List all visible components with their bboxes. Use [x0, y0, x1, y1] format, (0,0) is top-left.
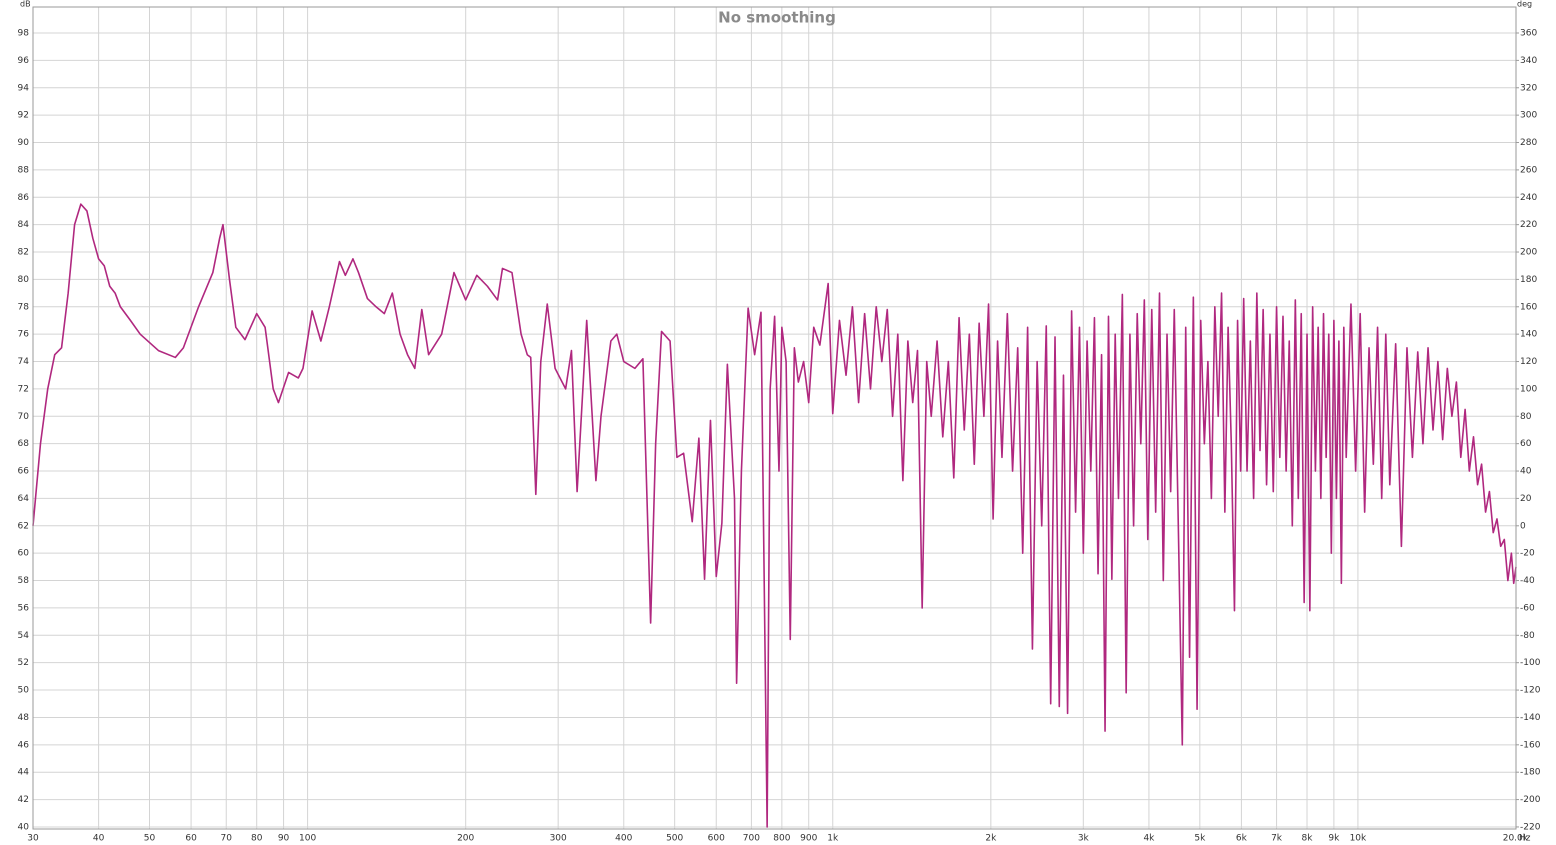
x-tick-label: 6k — [1236, 834, 1248, 844]
x-tick-label: 9k — [1328, 834, 1340, 844]
y-tick-label: 50 — [18, 686, 30, 696]
y2-tick-label: 20 — [1520, 494, 1532, 504]
y2-tick-label: 160 — [1520, 302, 1537, 312]
y-tick-label: 90 — [18, 138, 30, 148]
response-line — [32, 203, 1517, 828]
y2-tick-label: 100 — [1520, 384, 1537, 394]
x-tick-label: 100 — [299, 834, 316, 844]
y-tick-label: 98 — [18, 29, 30, 39]
y-tick-label: 92 — [18, 111, 29, 121]
y2-axis-unit: deg — [1517, 0, 1532, 9]
y-tick-label: 84 — [18, 220, 30, 230]
y-tick-label: 42 — [18, 795, 29, 805]
y2-tick-label: -120 — [1520, 686, 1541, 696]
y-tick-label: 58 — [18, 576, 30, 586]
y-tick-label: 78 — [18, 302, 30, 312]
x-tick-label: 7k — [1271, 834, 1283, 844]
x-tick-label: 400 — [615, 834, 632, 844]
x-tick-label: 30 — [27, 834, 39, 844]
x-tick-label: 900 — [800, 834, 817, 844]
y-tick-label: 86 — [18, 193, 30, 203]
y2-tick-label: 340 — [1520, 56, 1537, 66]
y-tick-label: 82 — [18, 248, 29, 258]
x-tick-label: 3k — [1078, 834, 1090, 844]
y2-tick-label: 200 — [1520, 248, 1537, 258]
x-tick-label: 10k — [1350, 834, 1367, 844]
y2-tick-label: 40 — [1520, 467, 1532, 477]
y-tick-label: 72 — [18, 384, 29, 394]
y2-tick-label: 360 — [1520, 29, 1537, 39]
y2-tick-label: -20 — [1520, 549, 1535, 559]
x-tick-label: 90 — [278, 834, 290, 844]
y2-tick-label: -220 — [1520, 822, 1541, 832]
y2-tick-label: -40 — [1520, 576, 1535, 586]
y-tick-label: 74 — [18, 357, 30, 367]
y-axis-unit: dB — [20, 0, 31, 9]
x-tick-label: 5k — [1194, 834, 1206, 844]
y2-tick-label: -100 — [1520, 658, 1541, 668]
x-tick-label: 600 — [708, 834, 725, 844]
y-tick-label: 54 — [18, 631, 30, 641]
x-tick-label: 800 — [773, 834, 790, 844]
y2-tick-label: 180 — [1520, 275, 1537, 285]
x-tick-label: 500 — [666, 834, 683, 844]
y2-tick-label: 320 — [1520, 83, 1537, 93]
x-tick-label: 60 — [185, 834, 197, 844]
x-tick-label: 1k — [827, 834, 839, 844]
chart-title: No smoothing — [718, 9, 836, 27]
y-tick-label: 46 — [18, 740, 30, 750]
y2-tick-label: -160 — [1520, 740, 1541, 750]
y2-tick-label: 0 — [1520, 521, 1526, 531]
plot-area — [32, 203, 1517, 828]
y-tick-label: 70 — [18, 412, 30, 422]
x-tick-label: 20.0k — [1503, 834, 1529, 844]
y-tick-label: 80 — [18, 275, 30, 285]
x-tick-label: 80 — [251, 834, 263, 844]
y2-tick-label: -140 — [1520, 713, 1541, 723]
y2-tick-label: 240 — [1520, 193, 1537, 203]
y2-tick-label: 140 — [1520, 330, 1537, 340]
y-tick-label: 44 — [18, 768, 30, 778]
y-tick-label: 52 — [18, 658, 29, 668]
x-tick-label: 40 — [93, 834, 105, 844]
y-tick-label: 94 — [18, 83, 30, 93]
y2-tick-label: -200 — [1520, 795, 1541, 805]
y-tick-label: 88 — [18, 165, 30, 175]
y2-tick-label: -80 — [1520, 631, 1535, 641]
x-tick-label: 50 — [144, 834, 156, 844]
x-tick-label: 2k — [985, 834, 997, 844]
x-tick-label: 300 — [550, 834, 567, 844]
y-tick-label: 56 — [18, 603, 30, 613]
y-tick-label: 40 — [18, 822, 30, 832]
y-tick-label: 66 — [18, 467, 30, 477]
y-tick-label: 68 — [18, 439, 30, 449]
y-tick-label: 48 — [18, 713, 30, 723]
y2-tick-label: 280 — [1520, 138, 1537, 148]
y2-tick-label: 260 — [1520, 165, 1537, 175]
y-tick-label: 60 — [18, 549, 30, 559]
y-tick-label: 96 — [18, 56, 30, 66]
x-tick-label: 200 — [457, 834, 474, 844]
y2-tick-label: 120 — [1520, 357, 1537, 367]
x-tick-label: 8k — [1302, 834, 1314, 844]
y2-tick-label: -180 — [1520, 768, 1541, 778]
y2-tick-label: 220 — [1520, 220, 1537, 230]
y2-tick-label: 300 — [1520, 111, 1537, 121]
x-axis-unit: Hz — [1519, 834, 1531, 844]
y-tick-label: 64 — [18, 494, 30, 504]
x-tick-label: 700 — [743, 834, 760, 844]
x-tick-label: 70 — [221, 834, 233, 844]
y2-tick-label: 60 — [1520, 439, 1532, 449]
y-tick-label: 62 — [18, 521, 29, 531]
x-tick-label: 4k — [1143, 834, 1155, 844]
y2-tick-label: 80 — [1520, 412, 1532, 422]
y2-tick-label: -60 — [1520, 603, 1535, 613]
plot-frame — [32, 6, 1517, 830]
y-tick-label: 76 — [18, 330, 30, 340]
